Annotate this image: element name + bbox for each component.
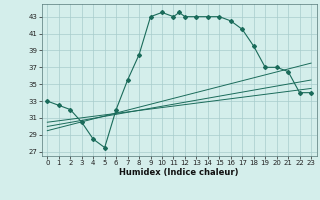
X-axis label: Humidex (Indice chaleur): Humidex (Indice chaleur) xyxy=(119,168,239,177)
